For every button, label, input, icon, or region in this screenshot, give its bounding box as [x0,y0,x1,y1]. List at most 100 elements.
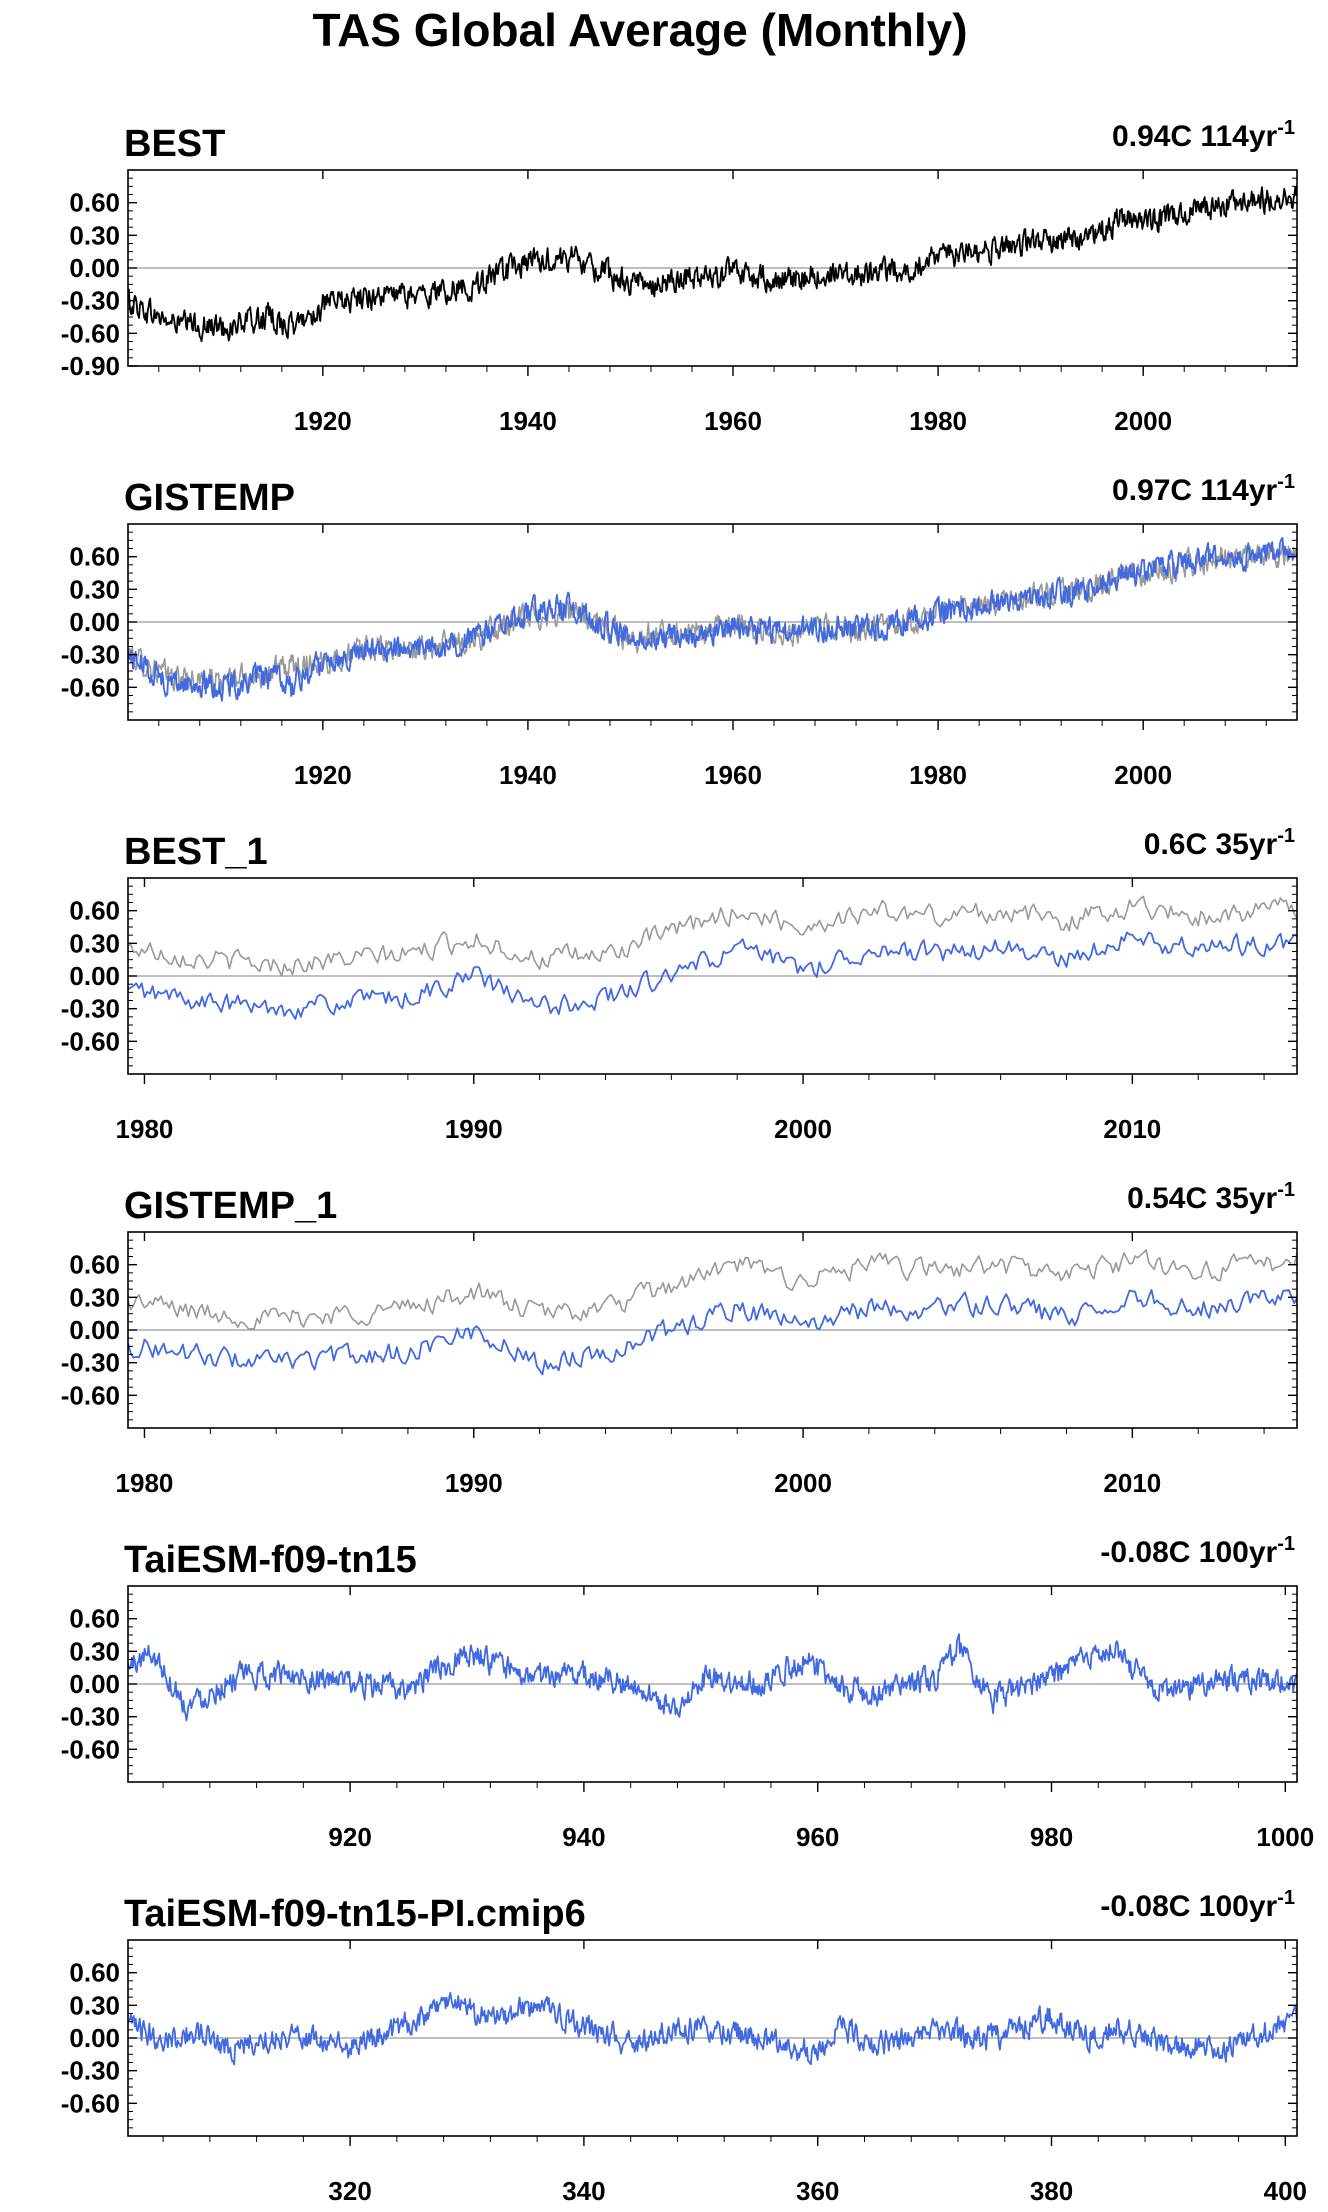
chart-panel: GISTEMP_1 0.54C 35yr-1 0.600.300.00-0.30-0… [61,1179,1298,1498]
y-tick-label: 0.30 [69,1636,120,1666]
y-tick-label: 0.60 [69,542,120,572]
y-tick-label: 0.00 [69,1315,120,1345]
x-tick-label: 360 [796,2176,839,2206]
series-group [128,1249,1297,1376]
x-tick-label: 1980 [116,1468,174,1498]
y-tick-label: 0.00 [69,961,120,991]
y-tick-label: -0.60 [61,1380,120,1410]
x-tick-label: 2010 [1103,1468,1161,1498]
x-tick-label: 940 [562,1822,605,1852]
panel-title: BEST [124,123,225,165]
y-tick-label: 0.00 [69,2023,120,2053]
panel-title: GISTEMP_1 [124,1185,337,1227]
y-tick-label: 0.00 [69,1669,120,1699]
x-tick-label: 1980 [909,760,967,790]
x-tick-label: 2000 [1114,406,1172,436]
model-series-line [128,1289,1297,1376]
y-tick-label: -0.60 [61,2088,120,2118]
y-tick-label: 0.60 [69,896,120,926]
y-tick-label: -0.60 [61,672,120,702]
x-tick-label: 980 [1030,1822,1073,1852]
figure-title: TAS Global Average (Monthly) [312,4,967,56]
y-tick-label: -0.30 [61,994,120,1024]
panel-title: TaiESM-f09-tn15 [124,1539,417,1581]
x-tick-label: 2000 [1114,760,1172,790]
reference-series-line [128,1249,1297,1331]
trend-value: 0.54C 35yr [1127,1182,1277,1215]
trend-label: 0.6C 35yr-1 [1144,825,1295,861]
y-tick-label: -0.30 [61,1348,120,1378]
series-group [128,1991,1297,2066]
y-tick-label: 0.00 [69,253,120,283]
x-tick-label: 2000 [774,1114,832,1144]
y-tick-label: 0.30 [69,574,120,604]
x-tick-label: 1990 [445,1114,503,1144]
x-tick-label: 1960 [704,760,762,790]
trend-value: 0.97C 114yr [1112,474,1277,507]
trend-label: 0.97C 114yr-1 [1112,471,1295,507]
y-tick-label: -0.60 [61,318,120,348]
y-tick-label: -0.30 [61,1702,120,1732]
panel-title: GISTEMP [124,477,295,519]
chart-panel: GISTEMP 0.97C 114yr-1 0.600.300.00-0.30-0.… [61,471,1298,790]
trend-label: 0.94C 114yr-1 [1112,117,1295,153]
x-tick-label: 320 [328,2176,371,2206]
trend-label: -0.08C 100yr-1 [1100,1887,1295,1923]
series-group [128,537,1297,702]
reference-series-line [128,895,1297,977]
chart-panel: TaiESM-f09-tn15 -0.08C 100yr-1 0.600.300.0… [61,1533,1314,1852]
model-series-line [128,537,1297,702]
y-tick-label: -0.30 [61,2056,120,2086]
x-tick-label: 380 [1030,2176,1073,2206]
x-tick-label: 1940 [499,406,557,436]
trend-exponent: -1 [1277,1533,1295,1555]
model-series-line [128,1991,1297,2066]
y-tick-label: -0.90 [61,351,120,381]
x-tick-label: 400 [1264,2176,1307,2206]
x-tick-label: 1980 [116,1114,174,1144]
trend-label: -0.08C 100yr-1 [1100,1533,1295,1569]
y-tick-label: 0.60 [69,1604,120,1634]
y-tick-label: 0.30 [69,928,120,958]
x-tick-label: 1980 [909,406,967,436]
y-tick-label: 0.60 [69,1958,120,1988]
x-tick-label: 920 [328,1822,371,1852]
model-series-line [128,1633,1297,1722]
y-tick-label: -0.30 [61,286,120,316]
obs-series-line [128,185,1297,343]
trend-label: 0.54C 35yr-1 [1127,1179,1295,1215]
y-tick-label: 0.60 [69,188,120,218]
y-tick-label: -0.30 [61,640,120,670]
y-tick-label: 0.30 [69,1282,120,1312]
chart-panel: TaiESM-f09-tn15-PI.cmip6 -0.08C 100yr-1 0.… [61,1887,1307,2206]
x-tick-label: 1000 [1256,1822,1314,1852]
y-tick-label: 0.30 [69,1990,120,2020]
series-group [128,1633,1297,1722]
trend-exponent: -1 [1277,1179,1295,1201]
x-tick-label: 2010 [1103,1114,1161,1144]
x-tick-label: 2000 [774,1468,832,1498]
trend-exponent: -1 [1277,117,1295,139]
x-tick-label: 960 [796,1822,839,1852]
chart-panel: BEST 0.94C 114yr-10.600.300.00-0.30-0.60-… [61,117,1298,436]
series-group [128,895,1297,1020]
panel-title: BEST_1 [124,831,268,873]
x-tick-label: 1960 [704,406,762,436]
trend-value: 0.6C 35yr [1144,828,1278,861]
panel-title: TaiESM-f09-tn15-PI.cmip6 [124,1893,586,1935]
trend-exponent: -1 [1277,825,1295,847]
trend-value: -0.08C 100yr [1100,1536,1277,1569]
model-series-line [128,931,1297,1020]
trend-exponent: -1 [1277,1887,1295,1909]
chart-panel: BEST_1 0.6C 35yr-1 0.600.300.00-0.30-0.60 1… [61,825,1298,1144]
x-tick-label: 1920 [294,760,352,790]
x-tick-label: 1990 [445,1468,503,1498]
y-tick-label: -0.60 [61,1026,120,1056]
y-tick-label: -0.60 [61,1734,120,1764]
y-tick-label: 0.00 [69,607,120,637]
trend-exponent: -1 [1277,471,1295,493]
x-tick-label: 1940 [499,760,557,790]
trend-value: -0.08C 100yr [1100,1890,1277,1923]
x-tick-label: 340 [562,2176,605,2206]
